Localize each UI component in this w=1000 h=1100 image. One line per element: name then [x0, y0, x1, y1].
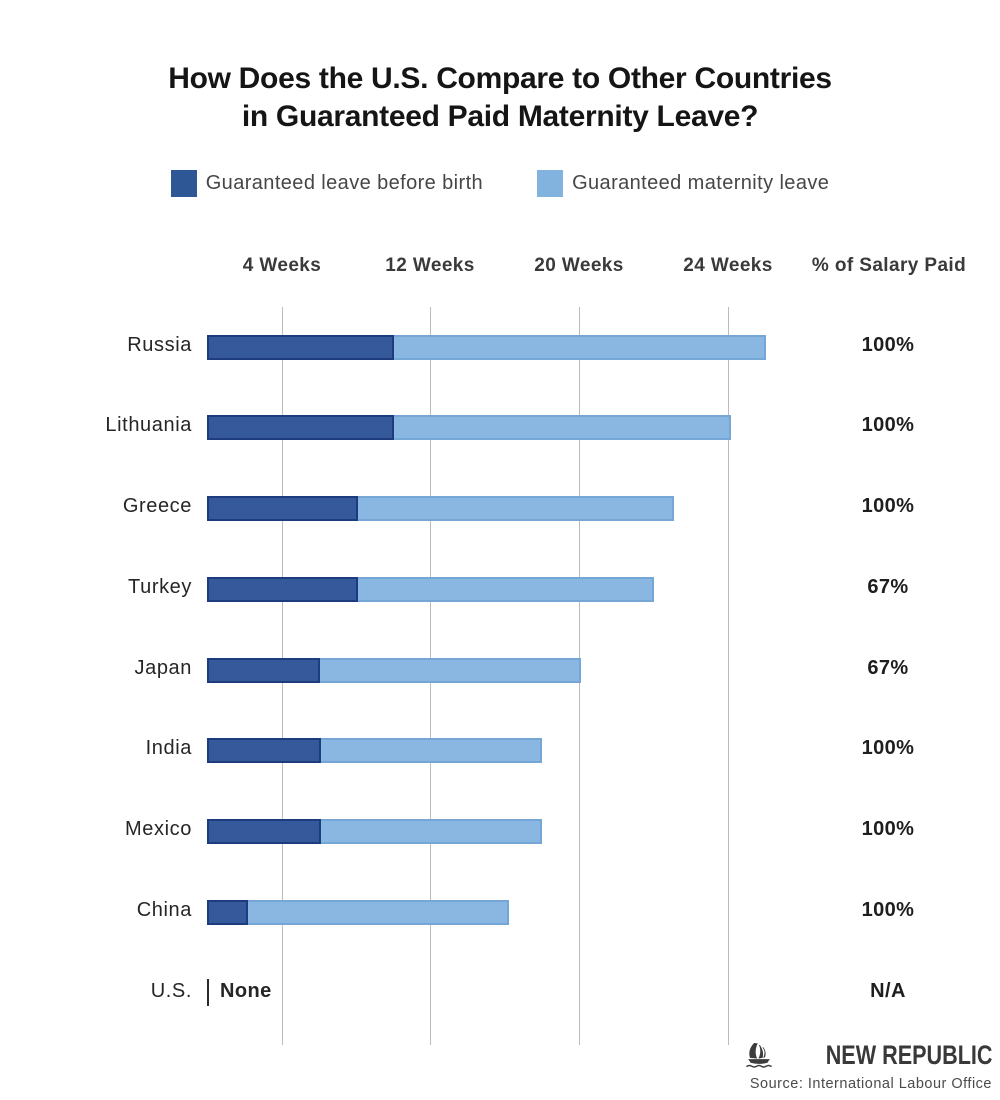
bar-segment-before-birth — [207, 495, 358, 521]
chart-row-bar — [207, 657, 581, 683]
legend-item-maternity: Guaranteed maternity leave — [537, 170, 829, 197]
bar-segment-before-birth — [207, 818, 321, 844]
bar-segment-before-birth — [207, 737, 321, 763]
chart-row-bar — [207, 899, 509, 925]
us-none-label: None — [220, 980, 272, 1002]
salary-value: 100% — [861, 334, 915, 356]
bar-segment-maternity — [358, 576, 654, 602]
bar-segment-maternity — [248, 899, 509, 925]
bar-segment-maternity — [394, 334, 766, 360]
country-label: India — [145, 737, 192, 759]
country-label: Russia — [127, 334, 192, 356]
chart-title: How Does the U.S. Compare to Other Count… — [168, 62, 832, 134]
salary-value: 100% — [861, 899, 915, 921]
country-label: China — [136, 899, 192, 921]
salary-value: N/A — [870, 980, 906, 1002]
bar-segment-maternity — [321, 737, 542, 763]
bar-segment-maternity — [358, 495, 674, 521]
bar-segment-maternity — [321, 818, 542, 844]
chart-row-bar — [207, 334, 766, 360]
salary-value: 100% — [861, 414, 915, 436]
salary-value: 67% — [867, 657, 909, 679]
salary-value: 100% — [861, 818, 915, 840]
country-label: Japan — [134, 657, 192, 679]
legend-label-maternity: Guaranteed maternity leave — [572, 172, 830, 194]
chart-row-bar — [207, 495, 674, 521]
axis-tick-label: 24 Weeks — [683, 255, 773, 276]
bar-segment-maternity — [394, 414, 731, 440]
bar-segment-before-birth — [207, 576, 358, 602]
bar-segment-maternity — [320, 657, 581, 683]
country-label: Mexico — [125, 818, 192, 840]
us-none-tick — [207, 979, 209, 1006]
salary-value: 67% — [867, 576, 909, 598]
brand-name: NEW REPUBLIC — [825, 1039, 992, 1070]
legend-swatch-maternity-icon — [537, 170, 564, 197]
axis-tick-label: 4 Weeks — [242, 255, 322, 276]
axis-tick-label: 12 Weeks — [385, 255, 475, 276]
legend-item-before-birth: Guaranteed leave before birth — [170, 170, 484, 197]
chart-row-bar — [207, 737, 542, 763]
bar-segment-before-birth — [207, 334, 394, 360]
source-text: Source: International Labour Office — [749, 1076, 992, 1092]
gridline — [728, 307, 729, 1045]
bar-segment-before-birth — [207, 899, 248, 925]
chart-row-bar — [207, 818, 542, 844]
legend-swatch-before-birth-icon — [170, 170, 197, 197]
legend: Guaranteed leave before birth Guaranteed… — [0, 170, 1000, 197]
chart-row-bar — [207, 576, 654, 602]
salary-value: 100% — [861, 737, 915, 759]
salary-column-header: % of Salary Paid — [811, 255, 967, 276]
country-label: Turkey — [128, 576, 192, 598]
salary-value: 100% — [861, 495, 915, 517]
country-label: U.S. — [150, 980, 192, 1002]
sailing-ship-icon — [745, 1042, 772, 1068]
country-label: Greece — [122, 495, 192, 517]
bar-segment-before-birth — [207, 414, 394, 440]
country-label: Lithuania — [105, 414, 192, 436]
chart-row-bar — [207, 414, 731, 440]
axis-tick-label: 20 Weeks — [534, 255, 624, 276]
bar-segment-before-birth — [207, 657, 320, 683]
legend-label-before-birth: Guaranteed leave before birth — [205, 172, 484, 194]
new-republic-logo: NEW REPUBLIC — [744, 1038, 992, 1072]
